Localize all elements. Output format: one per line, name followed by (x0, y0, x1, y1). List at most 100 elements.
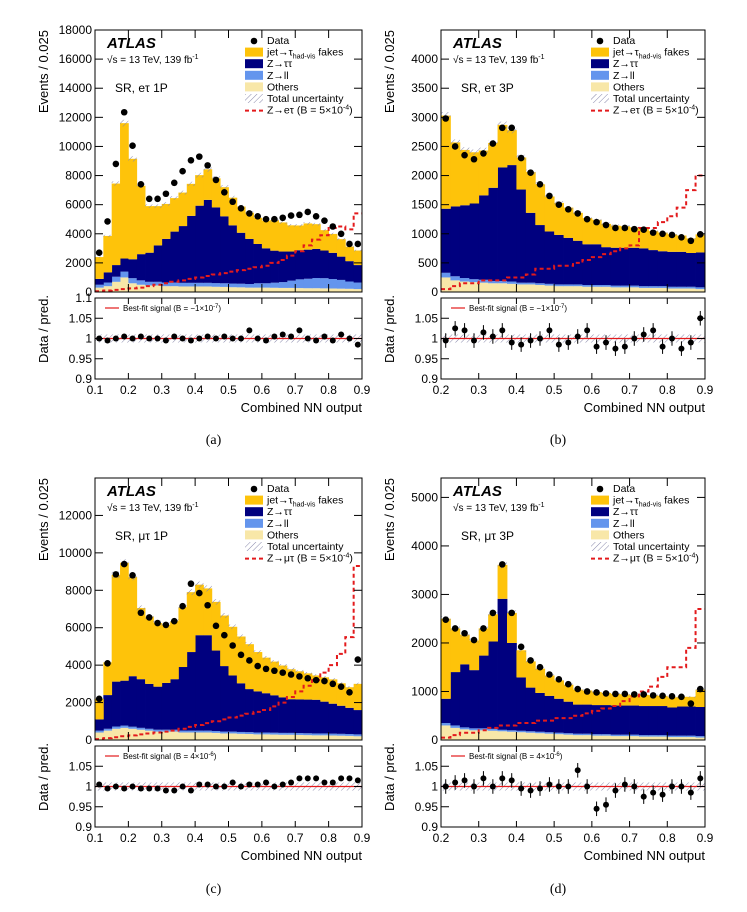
data-point (154, 195, 161, 203)
chart-panel-b: 0 500 1000 1500 2000 2500 3000 3500 4000 Events /… (382, 29, 714, 448)
bar (629, 736, 640, 740)
y-tick-label: 8000 (65, 169, 92, 183)
bar (203, 199, 213, 283)
uncertainty-bin (320, 228, 329, 232)
legend-fakes: jet→τhad-vis fakes (266, 47, 343, 61)
uncertainty-bin (120, 119, 129, 127)
bar (328, 233, 338, 253)
legend-swatch-ztt (245, 59, 263, 69)
bar (128, 259, 138, 279)
bar (303, 735, 313, 740)
legend-others: Others (613, 529, 645, 541)
legend-fakes-sub: had-vis (293, 502, 316, 509)
ratio-point (338, 331, 345, 338)
ratio-point (246, 781, 253, 788)
data-point (451, 143, 459, 150)
bar (582, 285, 593, 287)
y-tick-label: 16000 (59, 52, 93, 66)
ratio-point (471, 783, 477, 790)
bar (507, 731, 517, 740)
bar (145, 285, 154, 292)
bar (686, 252, 696, 287)
data-point (621, 224, 629, 232)
data-point (112, 571, 120, 578)
legend-swatch-ztt (245, 507, 263, 517)
ratio-y-tick-label: 1.05 (69, 311, 93, 325)
bar (161, 238, 171, 283)
data-point (312, 213, 320, 220)
ratio-y-tick-label: 1.05 (69, 759, 93, 773)
ratio-point (271, 783, 278, 790)
legend-signal: Z→eτ (B = 5×10-4) (267, 105, 353, 117)
bar (695, 287, 706, 290)
bar (145, 728, 154, 731)
bar (270, 661, 279, 696)
bar (563, 207, 574, 238)
series-others (95, 277, 363, 292)
bar (507, 283, 517, 292)
bar (220, 615, 229, 667)
ratio-y-tick-label: 0.95 (69, 352, 93, 366)
data-point (470, 636, 478, 644)
data-point (145, 195, 153, 203)
bar (648, 286, 659, 288)
data-point (195, 589, 203, 597)
bar (336, 683, 346, 706)
bar (286, 225, 296, 252)
bar (295, 671, 304, 700)
y-tick-label: 8000 (65, 583, 92, 597)
legend-swatch-zll (245, 518, 263, 528)
bar (278, 222, 288, 252)
x-tick-label: 0.7 (621, 831, 638, 845)
x-tick-label: 0.4 (187, 831, 204, 845)
bar (295, 734, 304, 740)
uncertainty-bin (186, 181, 196, 187)
bar (582, 286, 593, 292)
ratio-point (612, 787, 619, 794)
ratio-point (518, 341, 525, 348)
bar (211, 283, 221, 287)
ratio-point (196, 335, 203, 342)
bar (153, 285, 163, 292)
bestfit-legend: Best-fit signal (B = −1×10-7) (123, 304, 221, 313)
data-point (221, 188, 228, 196)
x-tick-label: 0.2 (433, 831, 450, 845)
ratio-point (146, 785, 153, 792)
ratio-point (555, 783, 562, 790)
bar (120, 277, 129, 292)
bar (203, 169, 213, 200)
bar (178, 667, 188, 731)
bar (203, 286, 213, 292)
bar (620, 226, 630, 248)
data-point (517, 643, 525, 651)
y-tick-label: 0 (431, 733, 438, 747)
chart-panel-d: 0 1000 2000 3000 4000 5000 Events / 0.025 ATLAS… (382, 477, 714, 897)
y-axis-main: 0 1000 2000 3000 4000 5000 (411, 478, 706, 747)
ratio-point (204, 781, 211, 788)
legend-swatch-unc (591, 542, 609, 551)
data-point (95, 695, 103, 703)
bar (507, 130, 517, 166)
ratio-point (263, 337, 270, 344)
ratio-point (659, 343, 666, 350)
bar (601, 705, 612, 735)
bar (186, 183, 196, 216)
x-tick-label: 0.6 (254, 831, 271, 845)
y-tick-label: 2000 (65, 256, 92, 270)
chart-panel-c: 0 2000 4000 6000 8000 10000 12000 Events / 0.02… (36, 477, 371, 897)
bar (261, 734, 271, 740)
ratio-point (221, 333, 228, 340)
bar (103, 728, 113, 731)
data-point (170, 617, 178, 625)
bar (286, 669, 296, 700)
y-tick-label: 14000 (59, 81, 93, 95)
bar (686, 737, 696, 740)
bar (469, 203, 480, 280)
bar (573, 689, 583, 705)
subfigure-caption: (a) (206, 433, 222, 448)
uncertainty-bin (320, 676, 329, 679)
bar (686, 238, 696, 253)
bar (253, 734, 263, 740)
legend-ztt: Z→ττ (613, 506, 639, 518)
bar (591, 244, 602, 286)
